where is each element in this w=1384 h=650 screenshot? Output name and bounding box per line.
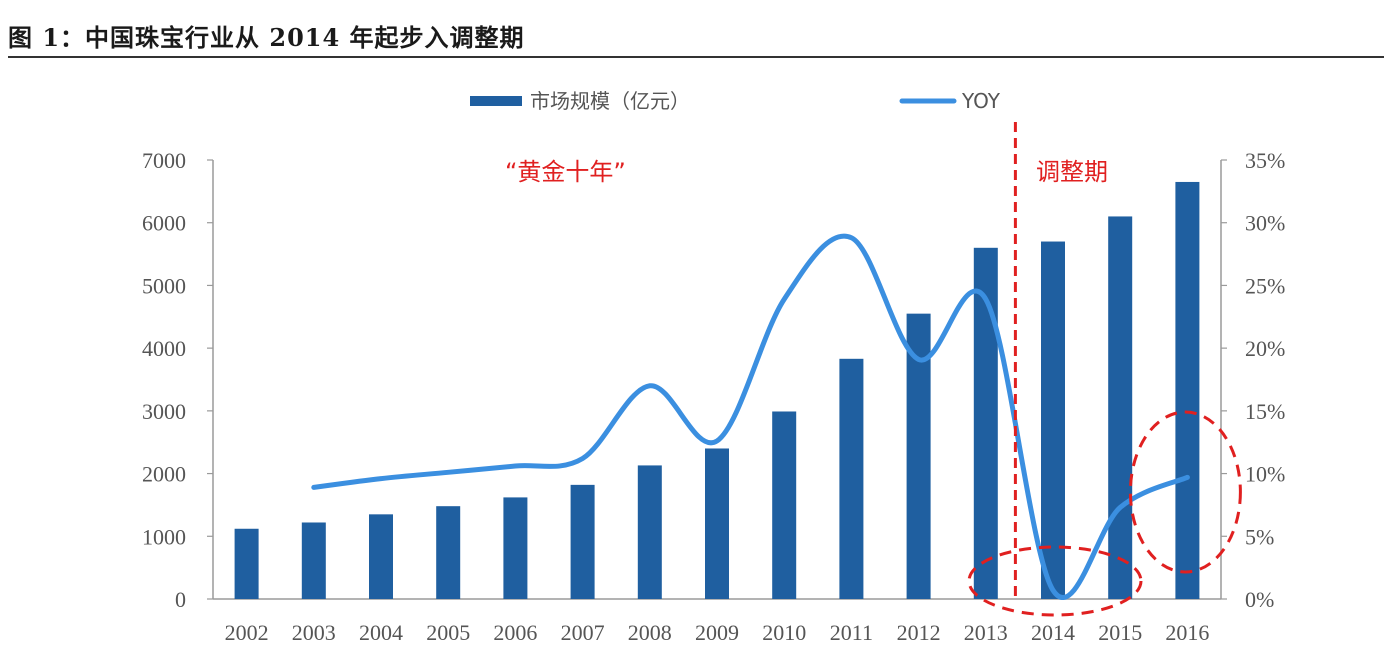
y-left-tick-label: 3000 (142, 399, 186, 424)
highlight-ellipse-2014 (967, 545, 1143, 617)
y-right-tick-label: 30% (1245, 211, 1285, 236)
y-left-tick-label: 2000 (142, 462, 186, 487)
x-tick-label: 2015 (1098, 620, 1142, 645)
bar-2014 (1041, 241, 1065, 599)
x-tick-label: 2004 (359, 620, 403, 645)
axes: 0 1000 2000 3000 4000 5000 6000 7000 0% 5% 10% 15% 2… (142, 148, 1285, 645)
x-tick-label: 2012 (897, 620, 941, 645)
y-left-tick-label: 6000 (142, 211, 186, 236)
annotations: “黄金十年” 调整期 (505, 122, 1242, 617)
yoy-line (311, 233, 1190, 600)
legend: 市场规模（亿元） YOY (470, 89, 1001, 113)
legend-bar-swatch (470, 96, 522, 106)
bar-2007 (570, 484, 595, 599)
x-tick-label: 2005 (426, 620, 470, 645)
x-tick-label: 2002 (225, 620, 269, 645)
bar-2005 (436, 506, 461, 599)
x-tick-label: 2016 (1165, 620, 1209, 645)
bar-2006 (503, 497, 528, 599)
bar-2010 (772, 411, 797, 599)
y-left-tick-label: 7000 (142, 148, 186, 173)
bar-2004 (369, 514, 393, 599)
y-right-tick-label: 0% (1245, 587, 1274, 612)
bar-2013 (973, 247, 998, 600)
x-tick-label: 2009 (695, 620, 739, 645)
bar-2016 (1175, 181, 1200, 599)
x-tick-label: 2003 (292, 620, 336, 645)
annotation-golden-decade: “黄金十年” (505, 158, 626, 186)
y-right-tick-label: 20% (1245, 336, 1285, 361)
y-left-tick-label: 1000 (142, 524, 186, 549)
x-tick-label: 2010 (762, 620, 806, 645)
y-right-tick-label: 35% (1245, 148, 1285, 173)
bars (234, 181, 1200, 600)
x-tick-label: 2011 (830, 620, 873, 645)
y-right-tick-label: 10% (1245, 462, 1285, 487)
bar-2011 (839, 358, 864, 599)
x-tick-label: 2013 (964, 620, 1008, 645)
legend-line-label: YOY (961, 89, 1001, 113)
yoy-line-path (311, 233, 1190, 600)
x-tick-label: 2008 (628, 620, 672, 645)
bar-2008 (637, 465, 662, 599)
bar-2015 (1108, 216, 1133, 599)
y-right-tick-label: 5% (1245, 524, 1274, 549)
legend-bar-label: 市场规模（亿元） (530, 89, 690, 113)
y-right-tick-label: 15% (1245, 399, 1285, 424)
x-tick-label: 2014 (1031, 620, 1075, 645)
figure-title: 图 1：中国珠宝行业从 2014 年起步入调整期 (8, 23, 525, 52)
bar-2002 (234, 528, 259, 599)
y-left-tick-label: 4000 (142, 336, 186, 361)
y-left-tick-label: 5000 (142, 273, 186, 298)
y-right-tick-label: 25% (1245, 273, 1285, 298)
title-divider (8, 56, 1384, 58)
bar-2009 (705, 448, 729, 599)
x-tick-label: 2007 (561, 620, 605, 645)
y-left-tick-label: 0 (175, 587, 186, 612)
x-tick-label: 2006 (493, 620, 537, 645)
annotation-adjustment: 调整期 (1036, 158, 1108, 186)
highlight-ellipse-2016 (1128, 410, 1242, 574)
bar-2003 (301, 522, 326, 599)
